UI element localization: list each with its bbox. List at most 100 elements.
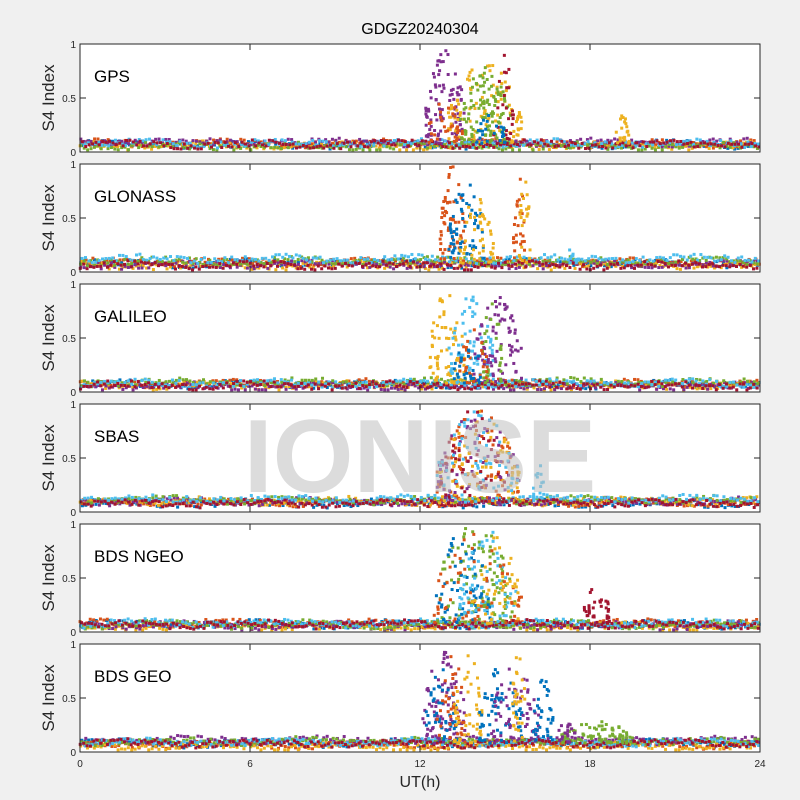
- data-point: [528, 256, 532, 260]
- data-point: [685, 385, 689, 389]
- data-point: [296, 140, 300, 144]
- data-point: [498, 129, 502, 133]
- data-point: [520, 261, 524, 265]
- data-point: [233, 141, 237, 145]
- data-point: [538, 141, 542, 145]
- data-point: [580, 262, 584, 266]
- data-point: [440, 108, 444, 112]
- data-point: [147, 266, 151, 270]
- data-point: [443, 143, 447, 147]
- data-point: [318, 382, 322, 386]
- data-point: [358, 137, 362, 141]
- data-point: [747, 382, 751, 386]
- data-point: [653, 258, 657, 262]
- data-point: [428, 89, 432, 93]
- data-point: [430, 329, 434, 333]
- data-point: [328, 258, 332, 262]
- data-point: [189, 261, 193, 265]
- data-point: [709, 387, 713, 391]
- data-point: [637, 380, 641, 384]
- data-point: [611, 257, 615, 261]
- data-point: [456, 118, 460, 122]
- data-point: [451, 238, 455, 242]
- data-point: [711, 264, 715, 268]
- data-point: [668, 141, 672, 145]
- data-point: [157, 145, 161, 149]
- data-point: [655, 261, 659, 265]
- data-point: [486, 262, 490, 266]
- data-point: [313, 268, 317, 272]
- data-point: [247, 257, 251, 261]
- data-point: [167, 386, 171, 390]
- data-point: [578, 267, 582, 271]
- data-point: [455, 136, 459, 140]
- data-point: [197, 267, 201, 271]
- data-point: [542, 387, 546, 391]
- data-point: [103, 139, 107, 143]
- data-point: [481, 245, 485, 249]
- data-point: [459, 245, 463, 249]
- data-point: [478, 142, 482, 146]
- data-point: [407, 255, 411, 259]
- data-point: [604, 146, 608, 150]
- data-point: [385, 382, 389, 386]
- data-point: [172, 261, 176, 265]
- data-point: [563, 145, 567, 149]
- data-point: [257, 388, 261, 392]
- data-point: [592, 261, 596, 265]
- data-point: [371, 382, 375, 386]
- data-point: [133, 380, 137, 384]
- data-point: [188, 147, 192, 151]
- data-point: [566, 258, 570, 262]
- data-point: [367, 261, 371, 265]
- data-point: [660, 265, 664, 269]
- data-point: [503, 260, 507, 264]
- data-point: [449, 263, 453, 267]
- data-point: [331, 379, 335, 383]
- data-point: [354, 261, 358, 265]
- data-point: [424, 381, 428, 385]
- data-point: [283, 263, 287, 267]
- data-point: [665, 379, 669, 383]
- data-point: [443, 260, 447, 264]
- data-point: [482, 106, 486, 110]
- data-point: [138, 383, 142, 387]
- data-point: [472, 133, 476, 137]
- data-point: [692, 382, 696, 386]
- data-point: [181, 378, 185, 382]
- data-point: [474, 211, 478, 215]
- data-point: [277, 388, 281, 392]
- data-point: [613, 137, 617, 141]
- data-point: [580, 141, 584, 145]
- data-point: [592, 383, 596, 387]
- data-point: [120, 139, 124, 143]
- data-point: [574, 261, 578, 265]
- data-point: [743, 265, 747, 269]
- data-point: [393, 385, 397, 389]
- data-point: [707, 262, 711, 266]
- data-point: [313, 262, 317, 266]
- data-point: [394, 259, 398, 263]
- data-point: [221, 378, 225, 382]
- y-axis-label: S4 Index: [39, 184, 58, 252]
- data-point: [669, 139, 673, 143]
- data-point: [549, 255, 553, 259]
- data-point: [468, 261, 472, 265]
- data-point: [459, 241, 463, 245]
- data-point: [378, 384, 382, 388]
- data-point: [728, 380, 732, 384]
- data-point: [464, 147, 468, 151]
- data-point: [719, 266, 723, 270]
- data-point: [263, 139, 267, 143]
- data-point: [508, 388, 512, 392]
- data-point: [756, 382, 760, 386]
- data-point: [470, 349, 474, 353]
- data-point: [704, 382, 708, 386]
- data-point: [455, 241, 459, 245]
- data-point: [521, 234, 525, 238]
- data-point: [658, 382, 662, 386]
- data-point: [354, 384, 358, 388]
- data-point: [702, 382, 706, 386]
- data-point: [167, 262, 171, 266]
- data-point: [307, 144, 311, 148]
